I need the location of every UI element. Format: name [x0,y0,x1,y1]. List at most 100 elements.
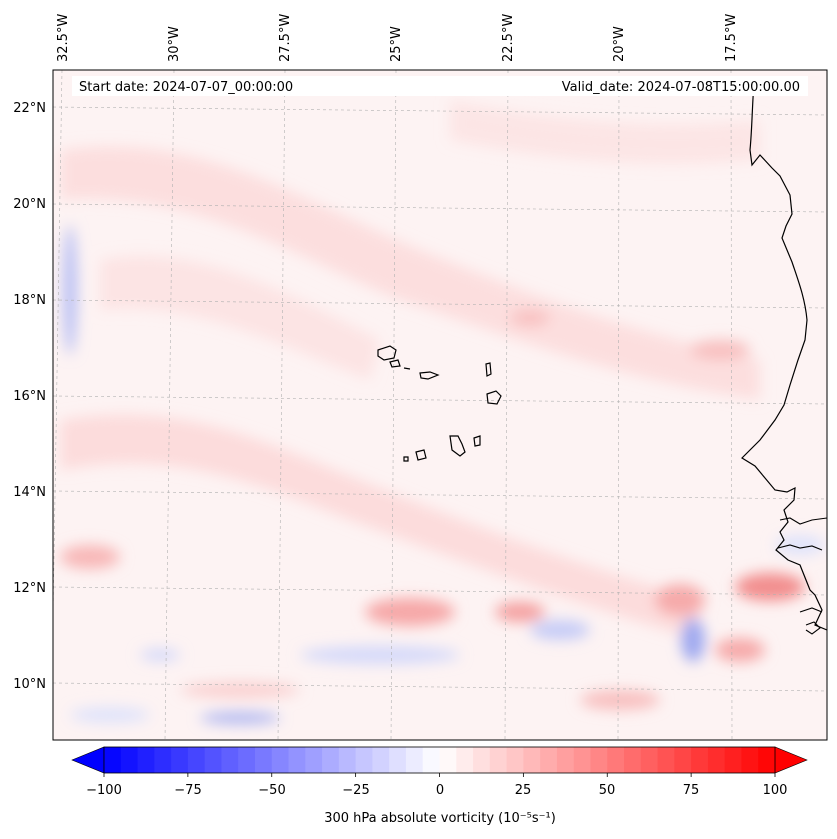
vorticity-min [70,707,150,723]
vorticity-min [63,225,77,355]
colorbar-segment [456,747,474,773]
vorticity-max [365,598,455,626]
colorbar: −100 −75 −50 −25 0 25 50 75 100 300 hPa … [71,746,808,826]
island-sao-nicolau [419,371,440,380]
island-maio [473,435,481,447]
africa-coastline [741,81,827,631]
colorbar-segment [674,747,692,773]
colorbar-segment [187,747,206,773]
vorticity-max [495,602,545,622]
colorbar-tick-label: 0 [436,783,444,798]
island-sal [485,362,492,377]
colorbar-extend-max [774,746,808,774]
map-gridlines [53,70,827,740]
colorbar-tick-label: 50 [599,783,616,798]
colorbar-segment [422,747,440,773]
vorticity-min [200,712,280,724]
colorbar-segment [254,747,273,773]
colorbar-segment [338,747,357,773]
island-brava [403,456,409,462]
lat-tick-label: 12°N [13,581,46,596]
lat-tick-label: 16°N [13,389,46,404]
colorbar-segment [489,747,508,773]
vorticity-max [60,545,120,569]
colorbar-segment [607,747,625,773]
vorticity-max [715,638,765,662]
colorbar-segment [372,747,390,773]
lat-tick-label: 22°N [13,101,46,116]
colorbar-segment [355,747,373,773]
colorbar-segment [271,747,290,773]
colorbar-tick-label: 100 [763,783,788,798]
colorbar-segment [137,747,155,773]
vorticity-max [580,690,660,710]
lon-tick-label: 32.5°W [56,14,71,62]
lon-tick-label: 22.5°W [501,14,516,62]
vorticity-band-positive [60,414,700,640]
colorbar-segment [556,747,575,773]
colorbar-segment [405,747,424,773]
vorticity-band-positive [450,100,760,164]
colorbar-label: 300 hPa absolute vorticity (10⁻⁵s⁻¹) [324,811,556,826]
colorbar-segment [540,747,558,773]
colorbar-segment [171,747,189,773]
colorbar-segment [758,747,776,773]
colorbar-segment [305,747,323,773]
colorbar-segment [322,747,340,773]
colorbar-tick-label: −50 [258,783,285,798]
colorbar-segment [120,747,139,773]
map-frame [52,69,828,741]
vorticity-min [530,620,590,640]
colorbar-tick-label: −25 [342,783,369,798]
vorticity-max [655,584,705,616]
colorbar-segment [389,747,407,773]
colorbar-tick-labels: −100 −75 −50 −25 0 25 50 75 100 [86,783,787,798]
colorbar-segment [590,747,608,773]
africa-coastline-detail [777,517,827,635]
colorbar-tick-label: −100 [86,783,122,798]
colorbar-segment [707,747,726,773]
colorbar-ticks [103,773,776,777]
lat-tick-label: 18°N [13,293,46,308]
vorticity-min [681,618,705,662]
colorbar-segment [640,747,659,773]
colorbar-segment [657,747,675,773]
island-santa-luzia [403,367,411,370]
colorbar-segments [104,747,776,773]
vorticity-field [60,100,825,724]
colorbar-tick-label: 25 [515,783,532,798]
colorbar-tick-label: 75 [683,783,700,798]
vorticity-band-positive [100,256,380,380]
colorbar-segment [439,747,457,773]
colorbar-segment [724,747,742,773]
vorticity-max [735,573,805,601]
island-santo-antao [377,345,397,361]
colorbar-segment [104,747,122,773]
colorbar-segment [506,747,524,773]
colorbar-segment [523,747,541,773]
colorbar-segment [741,747,759,773]
colorbar-extend-min [71,746,105,774]
colorbar-segment [221,747,239,773]
longitude-labels: 32.5°W 30°W 27.5°W 25°W 22.5°W 20°W 17.5… [56,14,739,62]
island-sao-vicente [389,359,401,368]
colorbar-segment [691,747,709,773]
lat-tick-label: 14°N [13,485,46,500]
colorbar-segment [238,747,256,773]
header-box [72,76,808,96]
latitude-labels: 22°N 20°N 18°N 16°N 14°N 12°N 10°N [13,101,46,692]
map-panel [53,70,827,740]
vorticity-max [180,682,300,698]
island-santiago [449,435,466,457]
lon-tick-label: 25°W [389,26,404,62]
colorbar-segment [573,747,591,773]
lon-tick-label: 20°W [612,26,627,62]
vorticity-min [775,535,825,555]
vorticity-max [690,340,750,360]
lat-tick-label: 20°N [13,197,46,212]
lon-tick-label: 27.5°W [278,14,293,62]
vorticity-max [510,310,550,326]
cabo-verde-islands [377,345,502,462]
colorbar-segment [204,747,222,773]
